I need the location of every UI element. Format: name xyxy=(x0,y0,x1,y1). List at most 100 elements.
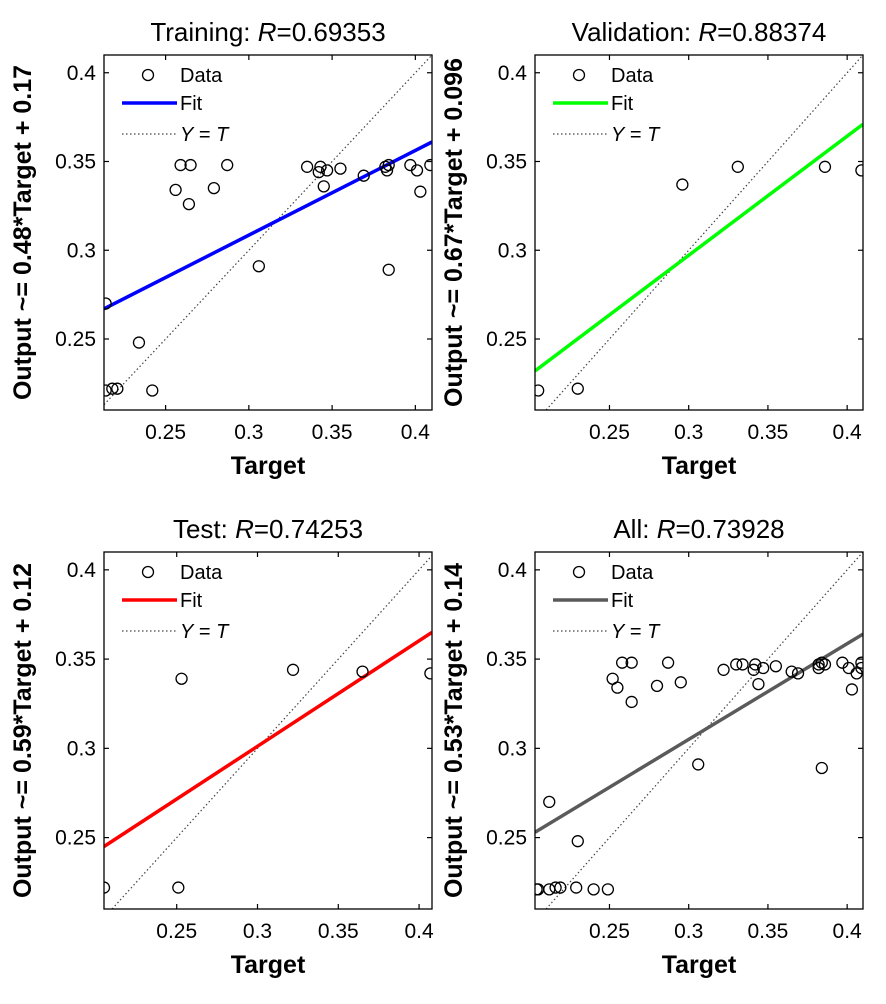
plot-content xyxy=(535,552,863,909)
legend-marker-data xyxy=(141,68,155,82)
data-point xyxy=(625,656,638,669)
x-tick-label: 0.35 xyxy=(312,421,353,444)
plot-area xyxy=(535,55,863,410)
x-tick-label: 0.4 xyxy=(833,421,863,444)
plot-area xyxy=(535,552,863,909)
x-axis-label: Target xyxy=(231,452,306,480)
title-r-symbol: R xyxy=(258,17,277,47)
fit-line xyxy=(104,140,432,311)
title-prefix: All: xyxy=(613,514,656,544)
fit-line xyxy=(535,122,863,373)
legend-equals: = xyxy=(624,124,647,146)
x-tick-label: 0.35 xyxy=(747,421,788,444)
data-point xyxy=(615,656,629,669)
data-point xyxy=(169,183,182,197)
y-tick-label: 0.3 xyxy=(498,239,527,262)
title-r-symbol: R xyxy=(698,17,717,47)
y-tick-label: 0.35 xyxy=(55,151,96,174)
legend-t-symbol: T xyxy=(216,621,230,643)
data-point xyxy=(207,181,221,195)
data-point xyxy=(382,263,395,276)
x-tick-label: 0.35 xyxy=(747,920,788,943)
legend-y-symbol: Y xyxy=(611,621,626,643)
identity-line xyxy=(545,55,863,410)
data-point xyxy=(818,658,832,671)
x-tick-label: 0.25 xyxy=(156,920,197,943)
y-tick-label: 0.4 xyxy=(67,62,97,85)
x-axis-label: Target xyxy=(231,951,306,979)
data-point xyxy=(174,158,187,172)
data-point xyxy=(571,835,584,848)
title-prefix: Validation: xyxy=(572,17,699,47)
data-point xyxy=(410,164,424,177)
data-point xyxy=(674,676,687,689)
y-axis-label: Output ~= 0.53*Target + 0.14 xyxy=(440,563,468,898)
data-point xyxy=(785,665,798,678)
panel-3: 0.25 0.3 0.35 0.4 0.25 0.3 0.35 0.4 Test: R=0.74… xyxy=(9,514,434,979)
data-point xyxy=(356,665,369,678)
axes-frame xyxy=(103,54,433,411)
data-point xyxy=(570,881,583,894)
y-tick-label: 0.4 xyxy=(67,559,97,582)
x-axis-label: Target xyxy=(662,452,737,480)
data-point xyxy=(752,677,765,691)
plot-area xyxy=(104,55,432,410)
legend-equals: = xyxy=(193,124,216,146)
plot-area xyxy=(104,552,432,909)
data-point xyxy=(730,658,743,671)
y-axis-label: Output ~= 0.59*Target + 0.12 xyxy=(9,563,37,898)
y-tick-label: 0.35 xyxy=(486,648,527,671)
x-tick-label: 0.35 xyxy=(318,920,359,943)
x-tick-label: 0.25 xyxy=(589,421,630,444)
plot-content xyxy=(535,55,863,410)
data-point xyxy=(357,169,370,182)
data-point xyxy=(747,663,760,676)
axes-frame xyxy=(103,551,433,910)
chart-title: Training: R=0.69353 xyxy=(150,17,385,47)
data-point xyxy=(611,681,624,694)
data-point xyxy=(815,761,828,775)
title-r-value: =0.88374 xyxy=(717,17,826,47)
data-point xyxy=(317,180,330,193)
data-point xyxy=(312,165,325,179)
data-point xyxy=(104,384,112,397)
data-point xyxy=(554,881,567,894)
x-tick-label: 0.4 xyxy=(404,920,434,943)
data-point xyxy=(132,336,146,349)
legend: Data Fit Y = T xyxy=(553,65,661,146)
y-tick-label: 0.4 xyxy=(498,62,528,85)
data-point xyxy=(543,795,556,809)
data-point xyxy=(300,160,314,173)
data-point xyxy=(111,382,124,395)
legend-label-fit: Fit xyxy=(180,590,203,612)
legend-label-data: Data xyxy=(180,65,223,87)
legend-y-symbol: Y xyxy=(180,124,195,146)
data-point xyxy=(146,384,159,397)
axes-frame xyxy=(534,551,864,910)
data-point xyxy=(382,158,395,172)
legend: Data Fit Y = T xyxy=(553,562,661,643)
y-axis-label: Output ~= 0.67*Target + 0.096 xyxy=(440,58,468,407)
plot-content xyxy=(104,55,432,406)
legend-t-symbol: T xyxy=(216,124,230,146)
data-point xyxy=(676,178,689,191)
legend-label-data: Data xyxy=(611,65,654,87)
legend-label-fit: Fit xyxy=(180,93,203,115)
title-prefix: Test: xyxy=(173,514,235,544)
data-point xyxy=(175,672,188,685)
data-point xyxy=(855,164,863,177)
title-r-value: =0.74253 xyxy=(254,514,363,544)
data-point xyxy=(424,158,432,172)
chart-title: Validation: R=0.88374 xyxy=(572,17,827,47)
panel-4: 0.25 0.3 0.35 0.4 0.25 0.3 0.35 0.4 All: R=0.739… xyxy=(440,514,864,979)
data-point xyxy=(104,881,111,894)
axes-frame xyxy=(534,54,864,411)
chart-title: All: R=0.73928 xyxy=(613,514,784,544)
legend-label-data: Data xyxy=(180,562,223,584)
data-point xyxy=(314,160,327,173)
title-prefix: Training: xyxy=(150,17,257,47)
legend-equals: = xyxy=(624,621,647,643)
data-point xyxy=(736,658,749,671)
title-r-symbol: R xyxy=(657,514,676,544)
